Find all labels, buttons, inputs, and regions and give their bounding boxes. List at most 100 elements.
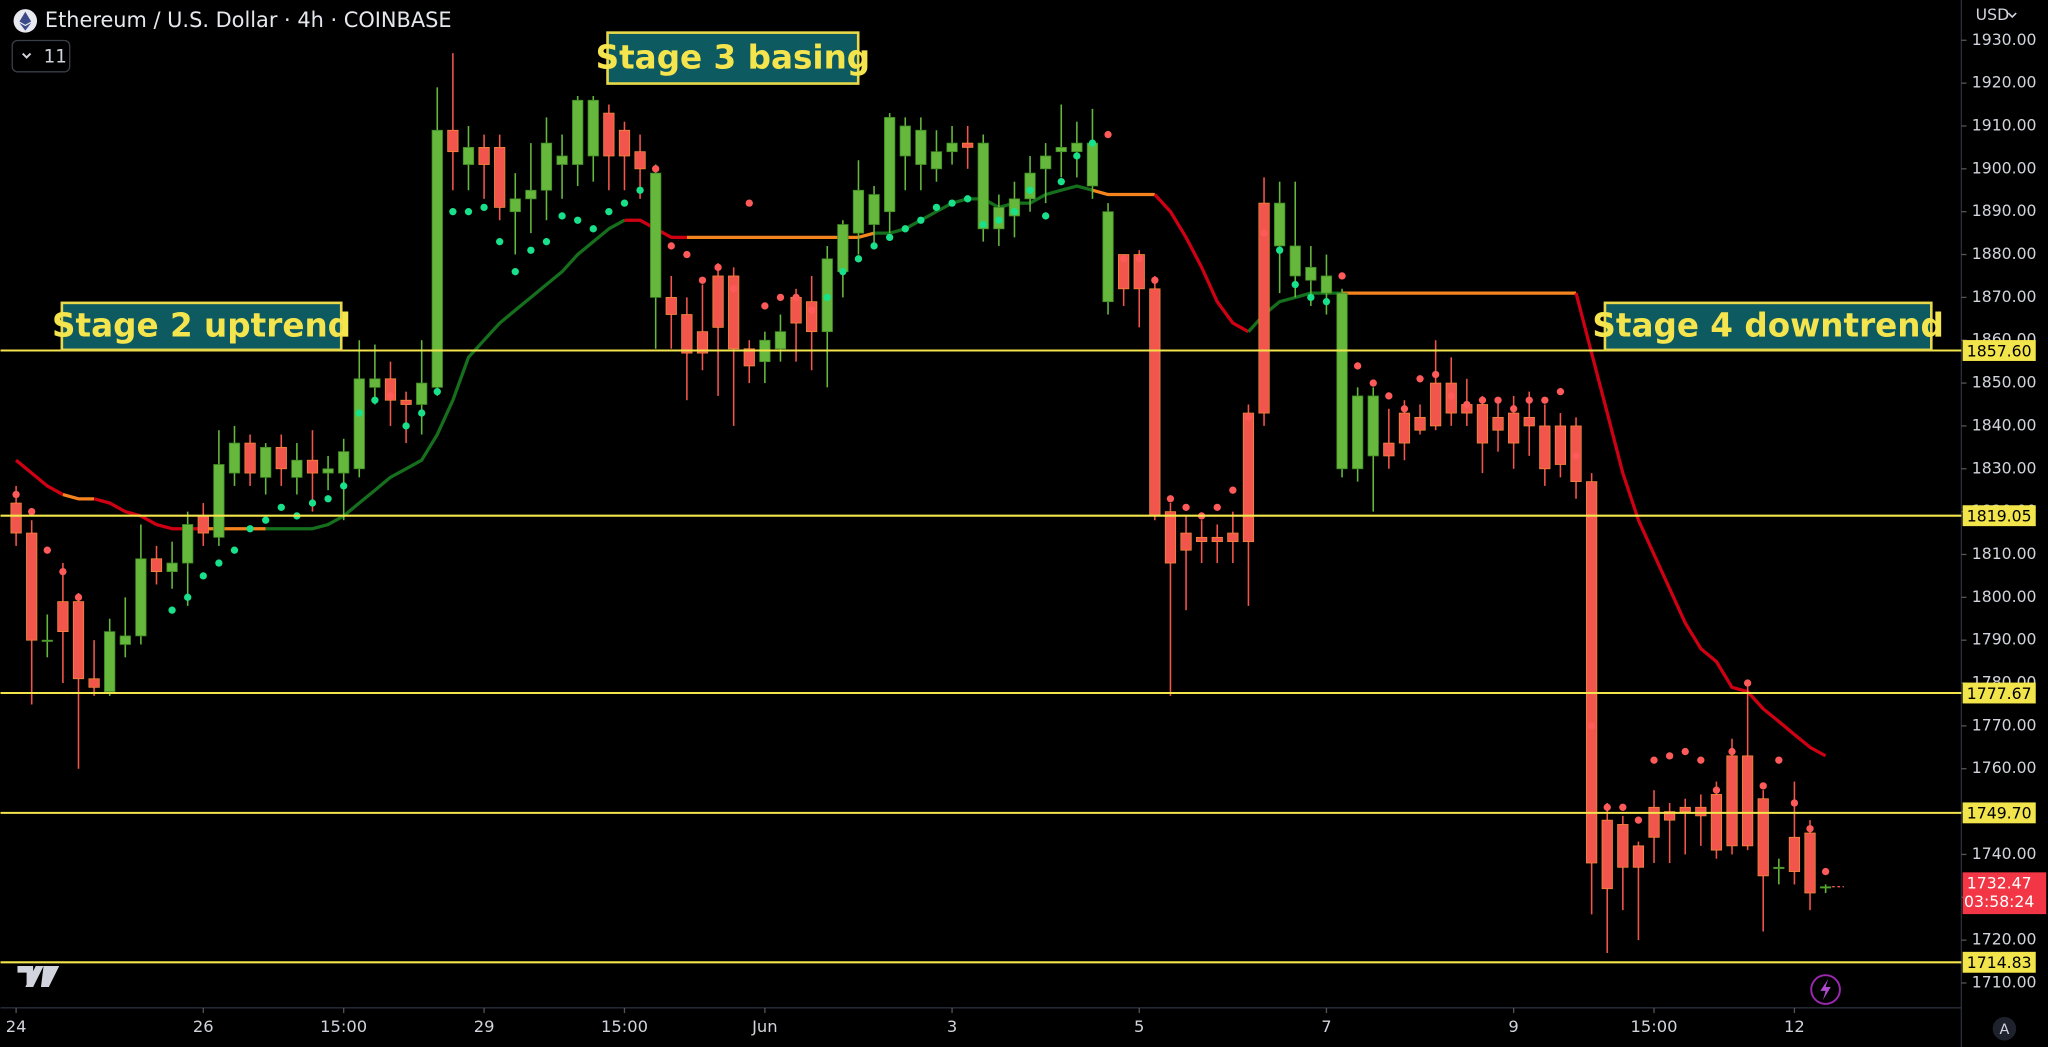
- indicator-dot: [324, 495, 332, 503]
- indicator-dot: [761, 302, 769, 310]
- indicator-dot: [1057, 178, 1065, 186]
- candle-body: [884, 117, 896, 213]
- indicator-dot: [667, 242, 675, 250]
- indicator-dot: [1821, 867, 1830, 876]
- indicator-dot: [12, 490, 20, 499]
- indicator-dot: [1478, 396, 1487, 404]
- indicator-dot: [1743, 679, 1752, 687]
- indicator-dot: [1463, 400, 1471, 409]
- x-tick-label: 15:00: [1631, 1017, 1678, 1036]
- level-label-box: [1962, 682, 2036, 704]
- y-tick-label: 1840.00: [1972, 415, 2037, 434]
- x-tick-label: Jun: [751, 1017, 777, 1036]
- indicator-dot: [246, 525, 254, 533]
- candle-body: [416, 382, 428, 405]
- indicator-dot: [1291, 280, 1299, 289]
- indicator-dot: [43, 546, 51, 554]
- chevron-icon: [2007, 12, 2017, 19]
- candle-body: [743, 348, 755, 367]
- candle-body: [57, 601, 69, 633]
- candle-body: [868, 194, 880, 225]
- indicator-dot: [1182, 503, 1190, 512]
- candle-body: [1804, 832, 1816, 894]
- level-label-box: [1962, 505, 2036, 527]
- indicator-dot: [1026, 186, 1034, 194]
- candle-body: [1196, 536, 1208, 543]
- candle-body: [228, 442, 241, 474]
- scale-mode-button[interactable]: [1992, 1016, 2017, 1041]
- indicator-dot: [418, 409, 426, 417]
- candle-body: [1523, 416, 1535, 427]
- indicator-dot: [605, 208, 613, 216]
- x-tick-label: 5: [1134, 1017, 1144, 1036]
- candle-body: [1554, 425, 1567, 465]
- indicator-dot: [1135, 255, 1143, 263]
- indicator-toggle[interactable]: [11, 39, 71, 73]
- y-tick-label: 1810.00: [1972, 544, 2037, 563]
- candle-body: [1820, 886, 1832, 889]
- indicator-dot: [1712, 786, 1721, 794]
- indicator-dot: [1307, 293, 1315, 302]
- indicator-dot: [1806, 825, 1814, 833]
- indicator-dot: [854, 255, 863, 263]
- indicator-dot: [464, 208, 473, 216]
- x-tick-label: 3: [947, 1017, 957, 1036]
- candle-body: [930, 151, 943, 170]
- indicator-dot: [277, 503, 285, 512]
- candle-body: [1757, 798, 1769, 877]
- indicator-dot: [932, 203, 941, 212]
- candle-body: [899, 125, 911, 157]
- y-tick-label: 1760.00: [1972, 758, 2037, 777]
- bar-countdown: 03:58:24: [1964, 892, 2034, 911]
- candle-body: [806, 301, 818, 333]
- candle-body: [1726, 755, 1738, 847]
- candle-body: [915, 129, 927, 165]
- candle-body: [462, 147, 475, 165]
- eth-glyph: [19, 11, 32, 31]
- indicator-dot: [1525, 396, 1533, 404]
- indicator-dot: [1431, 370, 1440, 379]
- indicator-dot: [979, 220, 987, 229]
- candle-body: [1648, 806, 1660, 838]
- currency-selector[interactable]: USD: [1976, 5, 2009, 24]
- indicator-dot: [371, 396, 379, 404]
- candle-body: [478, 147, 490, 165]
- annotation-box: [1603, 301, 1933, 352]
- indicator-dot: [683, 250, 691, 259]
- candle-body: [728, 275, 740, 350]
- indicator-dot: [402, 422, 410, 430]
- candle-body: [119, 635, 131, 645]
- candle-body: [977, 142, 989, 230]
- moving-average: [62, 492, 95, 501]
- moving-average: [14, 458, 64, 496]
- level-label-box: [1962, 951, 2036, 973]
- y-tick-label: 1770.00: [1972, 715, 2037, 734]
- indicator-dot: [542, 238, 551, 246]
- indicator-dot: [1400, 405, 1409, 413]
- y-tick-label: 1870.00: [1972, 287, 2037, 306]
- indicator-dot: [1104, 130, 1112, 139]
- indicator-count[interactable]: 11: [44, 46, 67, 67]
- indicator-dot: [1775, 756, 1783, 764]
- candle-body: [1742, 755, 1754, 847]
- y-tick-label: 1710.00: [1972, 972, 2037, 991]
- x-tick-label: 29: [474, 1017, 495, 1036]
- indicator-dot: [792, 293, 800, 302]
- candle-body: [509, 198, 521, 213]
- candle-body: [572, 99, 584, 165]
- x-tick-label: 9: [1508, 1017, 1518, 1036]
- candle-body: [135, 558, 147, 637]
- candle-body: [790, 296, 802, 324]
- candle-body: [494, 147, 506, 208]
- y-tick-label: 1920.00: [1972, 73, 2037, 92]
- candle-body: [1211, 536, 1223, 543]
- candle-body: [1008, 198, 1021, 217]
- scale-mode-label[interactable]: A: [2000, 1022, 2010, 1038]
- indicator-dot: [511, 268, 519, 276]
- indicator-dot: [1119, 255, 1128, 263]
- candle-body: [1040, 155, 1052, 170]
- candle-body: [353, 378, 365, 470]
- indicator-dot: [823, 293, 831, 302]
- lightning-button[interactable]: [1810, 974, 1841, 1005]
